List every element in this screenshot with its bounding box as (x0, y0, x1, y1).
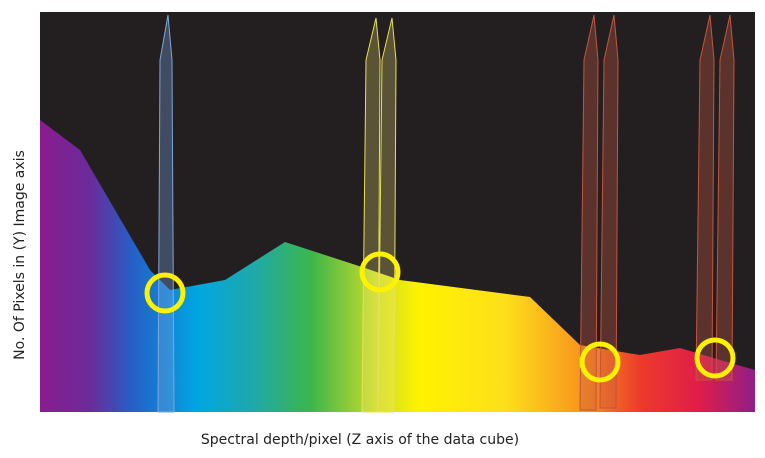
highlights (144, 251, 736, 383)
spike (715, 14, 735, 381)
spectrum (40, 120, 755, 412)
spike (157, 14, 175, 413)
spike (599, 14, 619, 409)
y-axis-label: No. Of Pixels in (Y) Image axis (12, 150, 28, 360)
highlight-circle (144, 272, 186, 314)
x-axis-label: Spectral depth/pixel (Z axis of the data… (201, 432, 519, 448)
highlight-circle (694, 337, 736, 379)
spike (377, 17, 397, 413)
spike (361, 17, 381, 413)
highlight-circle (359, 251, 401, 293)
spike (695, 14, 715, 381)
spike (579, 14, 599, 411)
highlight-circle (579, 341, 621, 383)
